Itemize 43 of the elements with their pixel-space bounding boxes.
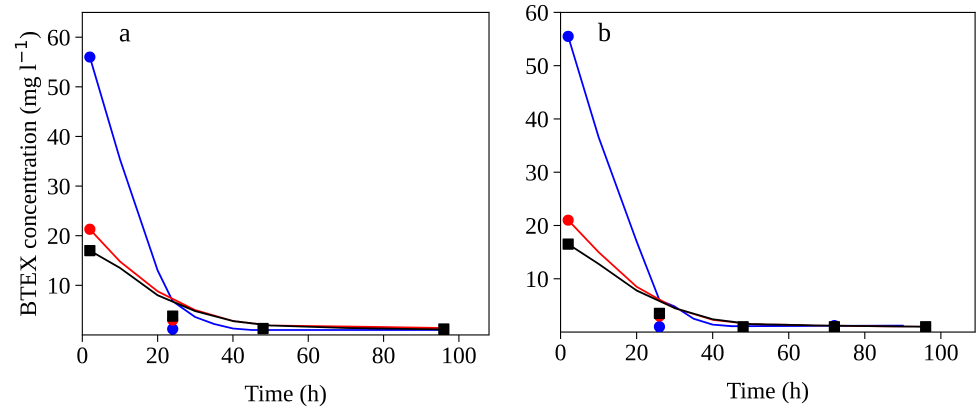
point [562, 30, 574, 42]
x-tick-label: 0 [77, 347, 88, 364]
y-tick-label: 30 [526, 164, 548, 181]
y-tick-label: 30 [48, 178, 70, 194]
y-tick-label: 10 [48, 278, 70, 294]
x-tick-label: 100 [443, 347, 476, 364]
point [562, 214, 574, 226]
x-tick-label: 80 [854, 344, 876, 360]
point [562, 238, 574, 250]
point [84, 244, 96, 256]
y-tick-label: 60 [526, 4, 548, 21]
y-tick-label: 50 [48, 79, 70, 96]
point [167, 323, 178, 335]
x-tick-label: 0 [556, 344, 566, 360]
x-tick-label: 20 [626, 344, 648, 360]
y-tick-label: 40 [47, 128, 70, 145]
point [738, 321, 749, 332]
x-tick-label: 60 [297, 347, 320, 364]
point [654, 321, 666, 332]
x-tick-label: 60 [778, 344, 800, 360]
y-tick-label: 40 [526, 111, 548, 128]
x-tick-label: 20 [146, 347, 169, 364]
x-tick-label: 40 [222, 347, 244, 364]
point [84, 51, 96, 63]
x-tick-label: 100 [925, 344, 958, 360]
x-tick-label: 80 [372, 347, 394, 364]
x-axis-title: Time (h) [727, 382, 808, 404]
y-tick-label: 10 [527, 271, 548, 288]
point [257, 322, 269, 334]
point [438, 323, 450, 335]
y-tick-label: 20 [526, 218, 548, 234]
x-tick-label: 40 [701, 344, 724, 360]
point [167, 310, 178, 322]
annotation: a [120, 28, 130, 42]
y-tick-label: 20 [48, 228, 70, 244]
y-tick-label: 60 [48, 30, 70, 46]
point [654, 308, 666, 320]
annotation: b [598, 22, 610, 42]
y-tick-label: 50 [526, 58, 548, 74]
point [84, 224, 96, 235]
y-axis-title: BTEX concentration (mg l$^{−1}$) [14, 32, 42, 316]
x-axis-title: Time (h) [244, 384, 326, 406]
point [920, 321, 932, 332]
